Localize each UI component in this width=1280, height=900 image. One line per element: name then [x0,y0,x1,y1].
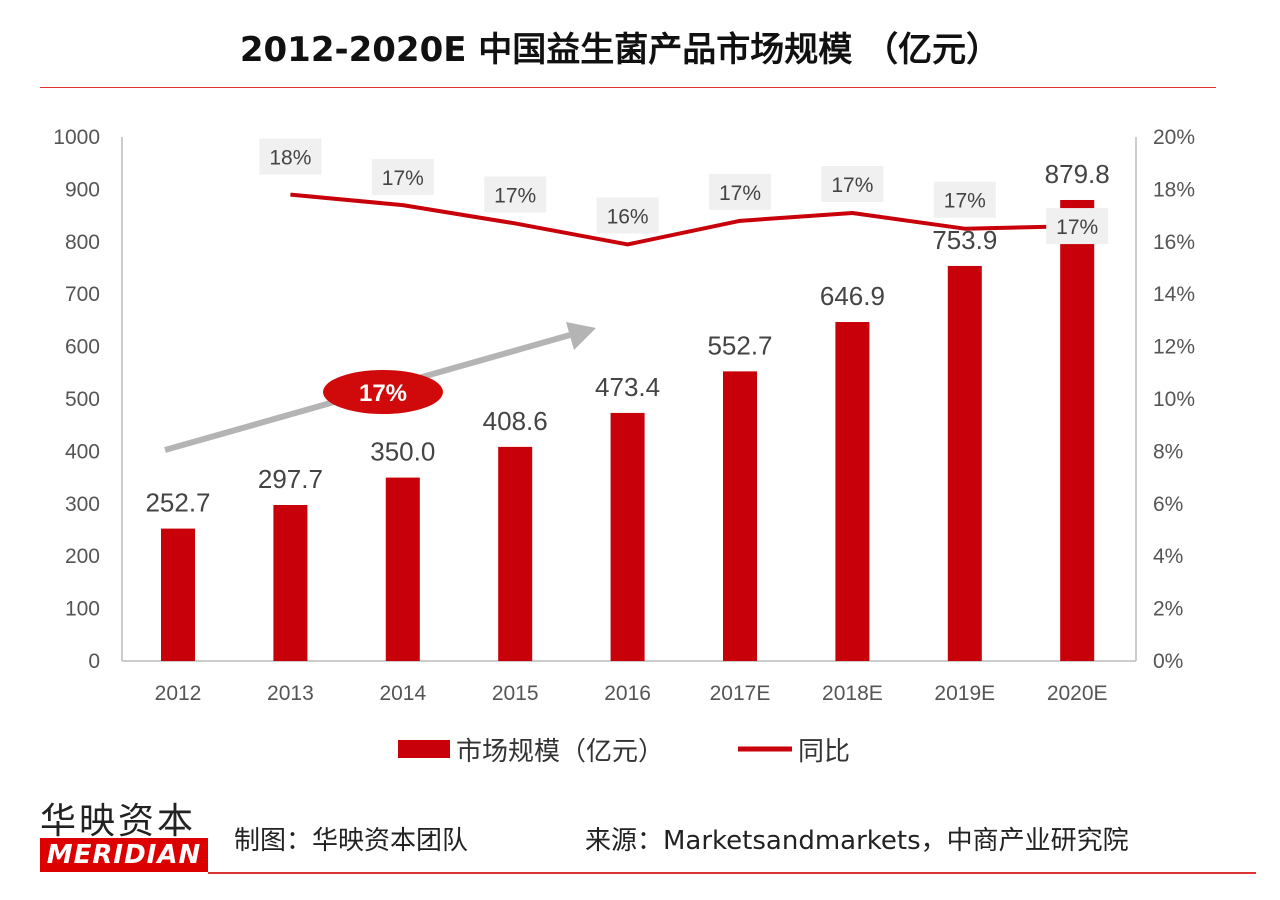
chart-title: 2012-2020E 中国益生菌产品市场规模 （亿元） [239,30,1001,70]
growth-label-bg [596,197,659,234]
growth-value-label: 17% [719,182,761,205]
bar-value-label: 350.0 [370,437,435,467]
left-tick-label: 400 [65,440,100,463]
title-divider [40,87,1216,88]
right-tick-label: 4% [1153,545,1183,568]
legend-line-label: 同比 [798,737,850,767]
x-tick-label: 2016 [604,682,651,705]
left-tick-label: 1000 [53,126,100,149]
legend-bar-label: 市场规模（亿元） [456,737,664,767]
right-tick-label: 6% [1153,493,1183,516]
x-tick-label: 2019E [934,682,995,705]
growth-label-bg [821,165,884,202]
left-tick-label: 900 [65,178,100,201]
growth-value-label: 18% [269,147,311,170]
bar-2019E [947,265,982,661]
legend-bar-swatch [398,740,450,758]
bar-value-label: 408.6 [483,406,548,436]
x-tick-label: 2018E [822,682,883,705]
bar-2016 [610,412,645,661]
data-source: 来源：Marketsandmarkets，中商产业研究院 [585,826,1129,856]
logo-meridian: MERIDIAN [40,838,208,872]
bar-value-label: 473.4 [595,372,660,402]
logo-chinese: 华映资本 [40,801,197,842]
x-tick-label: 2017E [710,682,771,705]
left-tick-label: 700 [65,283,100,306]
left-tick-label: 200 [65,545,100,568]
growth-value-label: 17% [944,190,986,213]
left-tick-label: 300 [65,493,100,516]
growth-label-bg [259,138,322,175]
left-tick-label: 600 [65,336,100,359]
bar-2015 [498,446,533,661]
growth-label-bg [709,173,771,210]
right-tick-label: 2% [1153,598,1183,621]
right-tick-label: 18% [1153,178,1195,201]
right-tick-label: 14% [1153,283,1195,306]
cagr-label: 17% [359,380,407,407]
right-tick-label: 16% [1153,231,1195,254]
growth-label-bg [933,181,996,218]
right-tick-label: 12% [1153,336,1195,359]
growth-value-label: 17% [494,184,536,207]
growth-line [290,192,1078,247]
bar-2017E [723,371,757,661]
x-tick-label: 2020E [1047,682,1108,705]
bar-2013 [273,505,308,661]
x-tick-label: 2012 [155,682,202,705]
bar-2020E [1060,199,1095,661]
bar-2014 [385,477,420,661]
bar-value-label: 252.7 [145,488,210,518]
right-tick-label: 8% [1153,440,1183,463]
right-tick-label: 10% [1153,388,1195,411]
right-tick-label: 20% [1153,126,1195,149]
growth-value-label: 17% [1056,216,1098,239]
bar-value-label: 646.9 [820,281,885,311]
x-tick-label: 2014 [379,682,426,705]
bar-value-label: 552.7 [707,330,772,360]
growth-label-bg [1046,208,1109,245]
left-tick-label: 500 [65,388,100,411]
left-tick-label: 0 [88,650,100,673]
chart-credit: 制图：华映资本团队 [234,826,469,856]
x-tick-label: 2013 [267,682,314,705]
bar-2012 [161,528,195,661]
cagr-arrow-head [566,322,596,350]
growth-label-bg [484,176,547,213]
bar-value-label: 297.7 [258,464,323,494]
growth-label-bg [371,159,434,196]
growth-value-label: 16% [607,205,649,228]
x-tick-label: 2015 [492,682,539,705]
bar-2018E [835,322,870,661]
cagr-badge [323,370,443,414]
left-tick-label: 800 [65,231,100,254]
right-tick-label: 0% [1153,650,1183,673]
bar-value-label: 879.8 [1045,159,1110,189]
growth-value-label: 17% [831,174,873,197]
left-tick-label: 100 [65,598,100,621]
footer-divider [208,872,1256,874]
growth-value-label: 17% [382,167,424,190]
